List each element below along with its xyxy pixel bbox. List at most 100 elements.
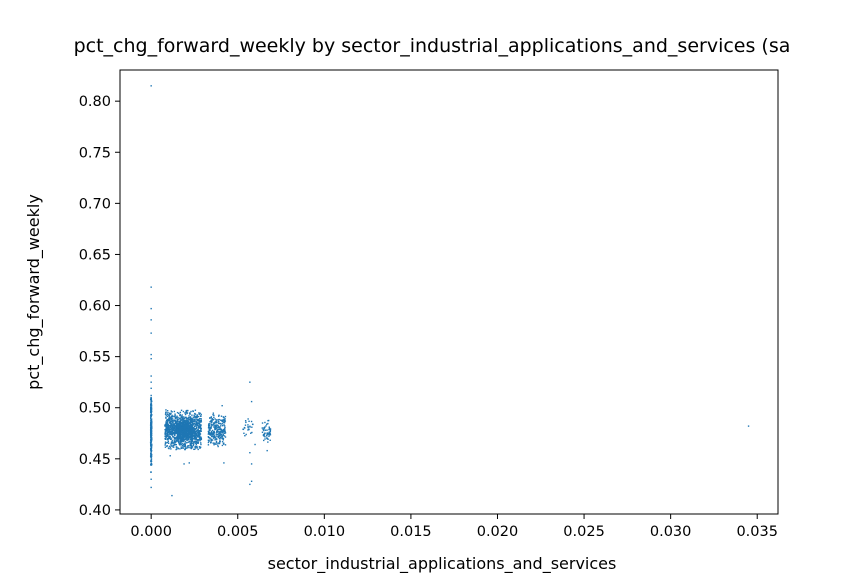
data-point [222,433,224,435]
data-point [180,428,182,430]
data-point [210,439,213,441]
data-point [213,444,215,446]
data-point [171,428,173,431]
data-point [195,437,198,439]
data-point [195,422,198,425]
data-point [181,440,184,442]
data-point [170,415,173,418]
data-point [194,436,197,438]
data-point [150,425,152,428]
data-point [175,427,178,429]
data-point [150,286,152,288]
data-point [220,425,222,427]
data-point [221,438,223,440]
data-point [268,427,271,429]
data-point [261,431,264,433]
x-tick-label: 0.035 [736,524,778,540]
data-point [210,438,213,440]
data-point [192,444,195,447]
data-point [189,436,191,439]
data-point [195,443,197,446]
data-point [170,424,172,427]
data-point [221,420,223,422]
data-point [172,433,175,435]
data-point [179,420,182,422]
data-point [187,424,189,426]
data-point [180,431,183,433]
data-point [189,418,191,421]
data-point [174,419,176,422]
data-point [196,424,198,427]
data-point [170,445,173,447]
data-point [179,413,181,416]
data-point [166,424,168,427]
data-point [168,435,170,438]
data-point [170,423,173,426]
data-point [182,410,185,413]
data-point [208,432,211,434]
data-point [190,439,192,442]
data-point [168,445,171,448]
data-point [181,424,184,426]
data-point [211,435,213,437]
data-point [183,429,185,432]
data-point [179,429,182,431]
data-point [150,456,152,458]
data-point [222,428,225,431]
data-point [189,424,192,426]
data-point [189,412,191,414]
data-point [178,432,180,434]
data-point [171,417,173,420]
y-tick-label: 0.40 [79,503,111,519]
data-point [207,430,210,433]
data-point [166,425,168,427]
data-point [166,426,168,429]
data-point [267,422,269,425]
data-point [164,429,167,431]
data-point [244,420,247,422]
data-point [250,432,252,434]
data-point [175,448,178,450]
data-point [224,436,227,438]
data-point [183,431,186,433]
data-point [247,426,249,429]
data-point [184,413,187,416]
data-point [185,434,188,436]
data-point [183,440,185,442]
data-point [209,428,211,430]
data-point [182,447,185,449]
data-point [180,419,183,421]
data-point [172,444,174,446]
data-point [191,446,194,448]
data-point [221,436,223,438]
data-point [180,436,183,438]
data-point [180,415,182,417]
data-point [168,414,171,416]
data-point [180,439,182,441]
data-point [170,427,173,430]
data-point [188,425,190,427]
data-point [179,414,181,417]
data-point [261,422,264,424]
data-point [182,419,185,421]
data-point [178,429,181,431]
data-point [193,442,195,444]
data-point [177,437,179,440]
data-point [171,414,173,417]
data-point [195,440,197,443]
data-point [197,440,199,443]
data-point [172,421,174,423]
data-point [195,427,198,430]
data-point [165,434,167,437]
data-point [191,428,193,430]
data-point [194,428,196,430]
y-tick-label: 0.65 [79,247,111,263]
data-point [213,426,215,428]
data-point [170,433,172,435]
data-point [194,417,196,419]
data-point [269,432,271,435]
data-point [172,442,175,444]
data-point [166,445,168,448]
data-point [189,425,191,428]
data-point [216,431,218,434]
